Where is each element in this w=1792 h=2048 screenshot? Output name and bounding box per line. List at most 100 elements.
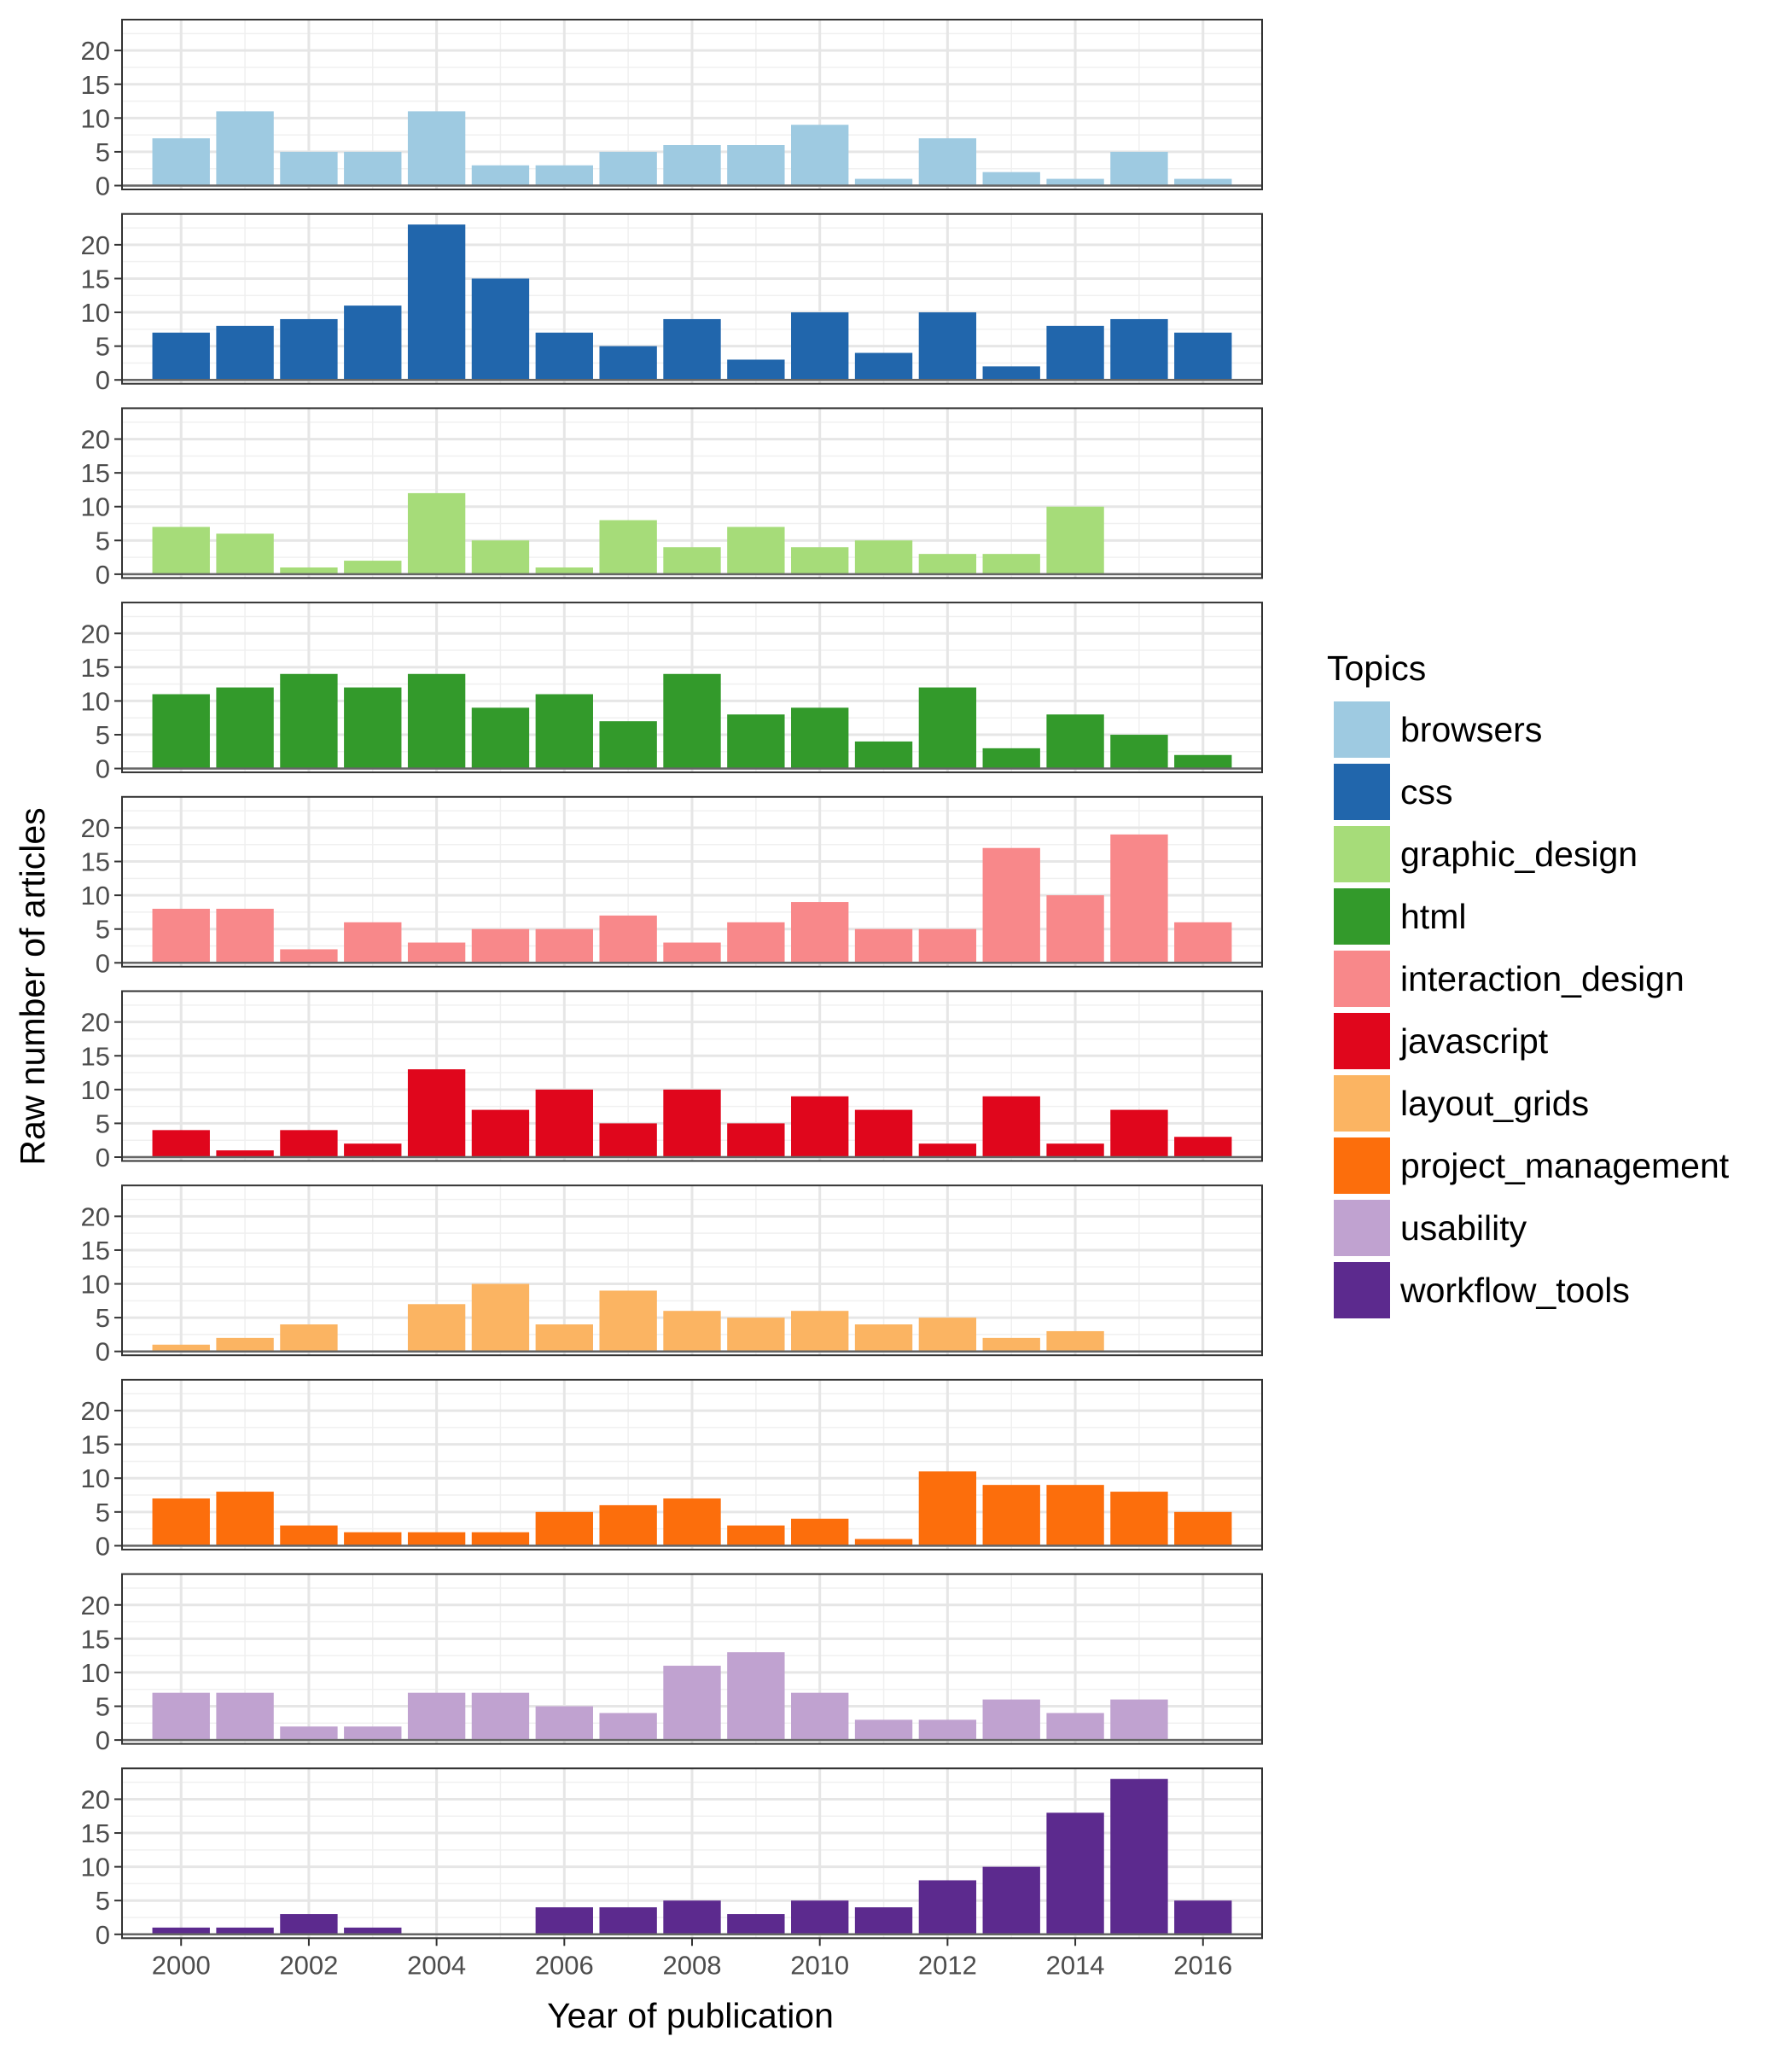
bar-interaction_design-2001 [216,908,274,963]
legend-title: Topics [1327,649,1426,688]
bar-interaction_design-2002 [280,949,338,963]
bar-graphic_design-2010 [791,547,849,574]
panel-layout_grids: 0 510 15 20 [81,1184,1263,1367]
bar-usability-2000 [152,1692,210,1741]
bar-project_management-2000 [152,1498,210,1546]
bar-css-2011 [854,352,913,381]
x-tick-label: 2012 [918,1950,977,1980]
bar-workflow_tools-2006 [535,1907,593,1935]
bar-css-2003 [344,305,402,381]
y-tick-label: 20 [81,813,110,843]
legend-label: workflow_tools [1399,1271,1630,1310]
y-tick-label: 20 [81,1396,110,1426]
y-tick-label: 5 [96,1108,110,1138]
bar-javascript-2007 [599,1123,657,1157]
bar-layout_grids-2012 [918,1318,977,1352]
bar-usability-2013 [982,1699,1040,1741]
bar-interaction_design-2014 [1046,895,1104,963]
bar-graphic_design-2014 [1046,506,1104,574]
bar-layout_grids-2009 [727,1318,785,1352]
bar-browsers-2010 [791,125,849,186]
bar-html-2004 [407,673,466,769]
bar-interaction_design-2007 [599,915,657,963]
bar-layout_grids-2000 [152,1344,210,1352]
panel-border [121,795,1263,968]
y-tick-label: 15 [81,1236,110,1265]
bar-javascript-2002 [280,1130,338,1157]
legend-item-workflow_tools: workflow_tools [1334,1262,1630,1318]
y-tick-label: 15 [81,1818,110,1848]
bar-javascript-2011 [854,1109,913,1157]
bar-browsers-2011 [854,178,913,186]
bar-html-2014 [1046,714,1104,769]
bar-layout_grids-2011 [854,1324,913,1352]
y-tick-label: 20 [81,1591,110,1620]
x-tick-label: 2004 [407,1950,466,1980]
bar-workflow_tools-2007 [599,1907,657,1935]
bar-browsers-2002 [280,151,338,186]
bar-workflow_tools-2000 [152,1927,210,1935]
bar-workflow_tools-2011 [854,1907,913,1935]
bar-project_management-2015 [1110,1492,1168,1546]
bar-interaction_design-2010 [791,902,849,963]
panels: 0510152005101520051015200510152005101520… [81,19,1263,1980]
panel-css: 05 10 15 20 [81,212,1263,395]
bar-html-2003 [344,687,402,769]
panel-interaction_design: 05 10 15 20 [81,795,1263,978]
bar-javascript-2003 [344,1143,402,1157]
bar-browsers-2007 [599,151,657,186]
x-tick-label: 2014 [1046,1950,1105,1980]
bar-project_management-2011 [854,1539,913,1546]
y-tick-label: 20 [81,230,110,260]
legend-label: interaction_design [1400,959,1684,998]
legend-item-graphic_design: graphic_design [1334,826,1638,882]
bar-css-2006 [535,332,593,381]
bar-workflow_tools-2003 [344,1927,402,1935]
bar-css-2010 [791,312,849,381]
bar-graphic_design-2002 [280,567,338,574]
bar-graphic_design-2009 [727,527,785,574]
bar-javascript-2004 [407,1069,466,1157]
bar-interaction_design-2015 [1110,834,1168,963]
legend-key [1334,1137,1390,1194]
bar-interaction_design-2008 [663,942,721,963]
bar-css-2008 [663,318,721,381]
legend-label: javascript [1399,1021,1549,1061]
bar-workflow_tools-2010 [791,1900,849,1935]
bar-project_management-2007 [599,1504,657,1546]
y-tick-label: 5 [96,1886,110,1916]
y-tick-label: 10 [81,1075,110,1105]
bar-workflow_tools-2015 [1110,1778,1168,1935]
bar-javascript-2015 [1110,1109,1168,1157]
legend-item-interaction_design: interaction_design [1334,951,1684,1007]
legend-item-html: html [1334,888,1466,945]
bar-css-2012 [918,312,977,381]
y-tick-label: 10 [81,881,110,911]
y-tick-label: 0 [96,365,110,395]
bar-workflow_tools-2001 [216,1927,274,1935]
legend-label: project_management [1400,1146,1730,1185]
bar-project_management-2004 [407,1532,466,1546]
bar-usability-2015 [1110,1699,1168,1741]
bar-interaction_design-2011 [854,928,913,963]
bar-project_management-2012 [918,1471,977,1546]
panel-workflow_tools: 0 5 10 15 20 2000 2002 2004 2006 2008 2010 2012 2014… [81,1767,1263,1980]
legend-label: html [1400,897,1466,936]
y-tick-label: 0 [96,1531,110,1561]
bar-html-2013 [982,748,1040,769]
bar-layout_grids-2013 [982,1337,1040,1352]
bar-html-2012 [918,687,977,769]
bar-workflow_tools-2013 [982,1866,1040,1935]
bar-usability-2003 [344,1726,402,1741]
bar-layout_grids-2004 [407,1304,466,1352]
bar-project_management-2013 [982,1485,1040,1546]
x-tick-label: 2000 [152,1950,211,1980]
y-tick-label: 15 [81,1624,110,1654]
bar-graphic_design-2001 [216,533,274,574]
panel-border [121,1573,1263,1745]
x-axis-title: Year of publication [547,1996,834,2035]
bar-javascript-2006 [535,1089,593,1157]
bar-layout_grids-2010 [791,1311,849,1352]
